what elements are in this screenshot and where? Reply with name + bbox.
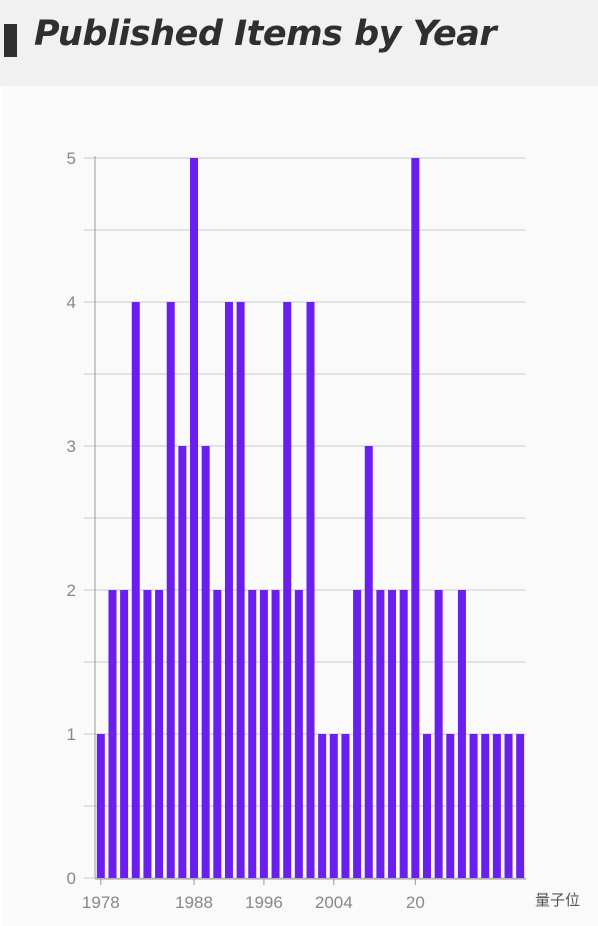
bar (271, 590, 280, 878)
chart-title: Published Items by Year (34, 14, 497, 54)
bar-chart: 0 1 2 3 4 5 1978 1988 1996 2004 20 (67, 149, 526, 912)
chart-header: Published Items by Year (0, 0, 598, 86)
bar (516, 734, 525, 878)
bar (143, 590, 152, 878)
bar (166, 302, 175, 878)
bar (411, 158, 420, 878)
y-tick-label: 0 (67, 869, 76, 888)
bar (469, 734, 478, 878)
bar (283, 302, 292, 878)
bar (399, 590, 408, 878)
bar (96, 734, 105, 878)
watermark: 量子位 (534, 891, 580, 909)
bar (190, 158, 199, 878)
bar (364, 446, 373, 878)
bar (259, 590, 268, 878)
bar (457, 590, 466, 878)
bar (446, 734, 455, 878)
y-tick-label: 4 (67, 293, 76, 312)
x-tick-label: 1978 (82, 893, 120, 912)
bar (236, 302, 245, 878)
bar (318, 734, 327, 878)
bar (422, 734, 431, 878)
bar (248, 590, 257, 878)
bar (341, 734, 350, 878)
bar (155, 590, 164, 878)
bar (353, 590, 362, 878)
bar (224, 302, 233, 878)
bar (504, 734, 513, 878)
x-tick-label: 20 (406, 893, 425, 912)
x-tick-label: 1988 (175, 893, 213, 912)
bar (329, 734, 338, 878)
x-tick-label: 2004 (315, 893, 353, 912)
bar (213, 590, 222, 878)
bar (481, 734, 490, 878)
y-tick-label: 3 (67, 437, 76, 456)
x-tick-label: 1996 (245, 893, 283, 912)
bar (131, 302, 140, 878)
y-tick-label: 2 (67, 581, 76, 600)
y-tick-label: 5 (67, 149, 76, 168)
bar (294, 590, 303, 878)
bar (376, 590, 385, 878)
bar (306, 302, 315, 878)
bar (108, 590, 117, 878)
bar (434, 590, 443, 878)
bar (201, 446, 210, 878)
bar (388, 590, 397, 878)
chart-panel: 0 1 2 3 4 5 1978 1988 1996 2004 20 (2, 86, 598, 926)
bar (178, 446, 187, 878)
y-tick-label: 1 (67, 725, 76, 744)
bar (492, 734, 501, 878)
bar (120, 590, 129, 878)
header-marker (4, 24, 17, 57)
